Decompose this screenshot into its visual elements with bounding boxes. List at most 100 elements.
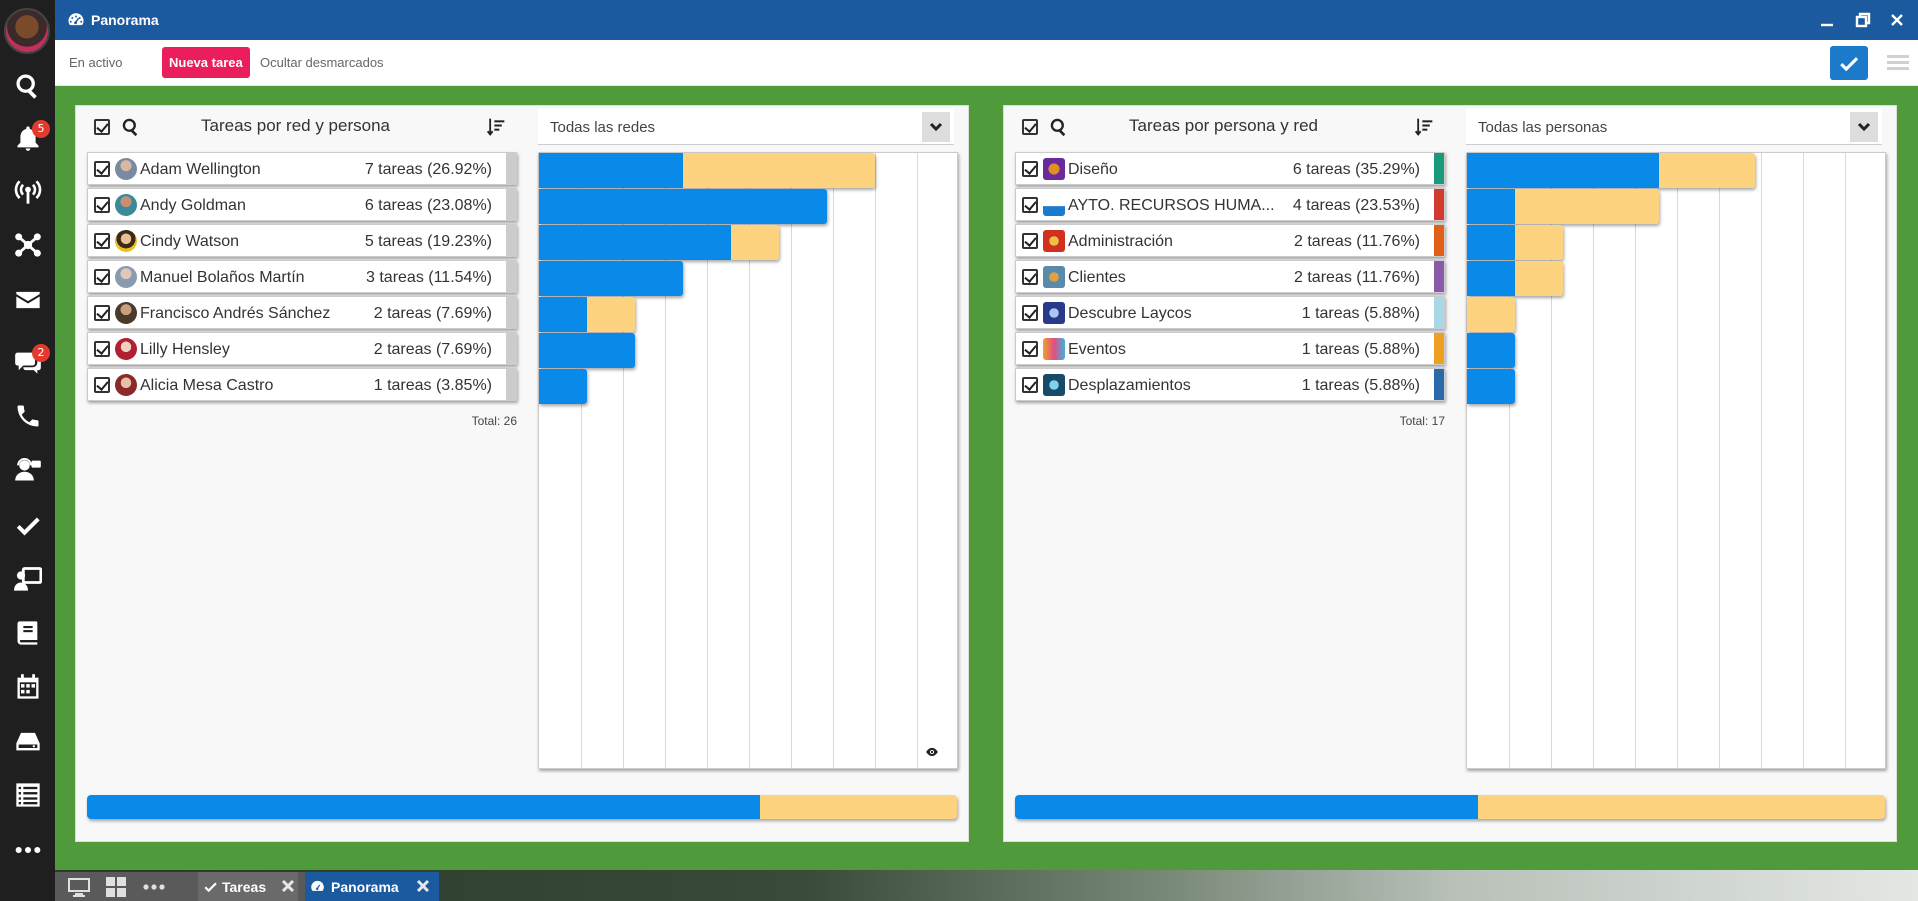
row-checkbox[interactable] [1022,161,1038,177]
row-count: 2 tareas (11.76%) [1294,269,1420,286]
user-avatar[interactable] [4,8,50,54]
row-checkbox[interactable] [94,161,110,177]
new-task-button[interactable]: Nueva tarea [162,47,250,78]
chevron-down-icon[interactable] [922,112,950,142]
more-icon[interactable] [142,876,166,898]
bell-icon[interactable]: 5 [0,118,55,158]
row-checkbox[interactable] [94,341,110,357]
chart-bar[interactable] [539,225,779,260]
chart-bar-segment-a [1467,333,1515,368]
row-checkbox[interactable] [1022,197,1038,213]
confirm-button[interactable] [1830,46,1868,80]
chart-bar[interactable] [1467,225,1563,260]
avatar [115,194,137,216]
chart-bar[interactable] [1467,153,1755,188]
row-color-strip [1434,369,1444,400]
calendar-icon[interactable] [0,667,55,707]
search-icon[interactable] [0,66,55,106]
row-checkbox[interactable] [94,269,110,285]
network-select[interactable]: Todas las redes [538,109,954,145]
restore-button[interactable] [1851,8,1875,32]
phone-icon[interactable] [0,396,55,436]
chart-bar[interactable] [539,261,683,296]
chart-bar-segment-a [539,189,827,224]
list-item[interactable]: Cindy Watson 5 tareas (19.23%) [87,224,517,257]
list-item[interactable]: Administración 2 tareas (11.76%) [1015,224,1445,257]
close-button[interactable] [1885,8,1909,32]
chart-bar[interactable] [539,333,635,368]
chart-bar[interactable] [1467,369,1515,404]
windows-grid-icon[interactable] [104,876,128,898]
chart-bar[interactable] [539,153,875,188]
search-icon[interactable] [121,117,141,137]
chart-bar-segment-a [1467,261,1515,296]
close-icon[interactable] [415,878,431,894]
row-checkbox[interactable] [94,233,110,249]
list-item[interactable]: Andy Goldman 6 tareas (23.08%) [87,188,517,221]
row-checkbox[interactable] [1022,233,1038,249]
person-select[interactable]: Todas las personas [1466,109,1882,145]
list-item[interactable]: Clientes 2 tareas (11.76%) [1015,260,1445,293]
list-item[interactable]: Desplazamientos 1 tareas (5.88%) [1015,368,1445,401]
close-icon[interactable] [280,878,296,894]
book-icon[interactable] [0,613,55,653]
list-item[interactable]: Adam Wellington 7 tareas (26.92%) [87,152,517,185]
list-item[interactable]: Alicia Mesa Castro 1 tareas (3.85%) [87,368,517,401]
mail-icon[interactable] [0,280,55,320]
network-icon[interactable] [0,225,55,265]
row-checkbox[interactable] [94,377,110,393]
search-icon[interactable] [1049,117,1069,137]
row-count: 1 tareas (5.88%) [1301,341,1420,358]
antenna-icon[interactable] [0,172,55,212]
row-count: 2 tareas (7.69%) [373,341,492,358]
presentation-icon[interactable] [0,559,55,599]
chart-bar-segment-b [1515,189,1659,224]
chat-badge: 2 [32,344,50,362]
person-select-value: Todas las personas [1478,119,1608,136]
desktop-icon[interactable] [67,876,91,898]
active-filter-link[interactable]: En activo [69,55,123,70]
row-checkbox[interactable] [1022,341,1038,357]
chart-bar[interactable] [1467,297,1515,332]
chart-bar[interactable] [539,297,635,332]
chart-bar[interactable] [1467,189,1659,224]
chart-bar[interactable] [1467,333,1515,368]
sort-icon[interactable] [486,117,506,137]
row-checkbox[interactable] [94,197,110,213]
drive-icon[interactable] [0,721,55,761]
minimize-button[interactable] [1815,8,1839,32]
hide-unchecked-link[interactable]: Ocultar desmarcados [260,55,384,70]
check-icon[interactable] [0,505,55,545]
chart-bar[interactable] [539,189,827,224]
taskbar-tab-panorama[interactable]: Panorama [305,872,439,901]
list-item[interactable]: Diseño 6 tareas (35.29%) [1015,152,1445,185]
row-color-strip [1434,261,1444,292]
more-icon[interactable] [0,830,55,870]
chevron-down-icon[interactable] [1850,112,1878,142]
row-checkbox[interactable] [1022,305,1038,321]
menu-button[interactable] [1887,52,1909,74]
chart-gridline [917,153,918,768]
chart-bar[interactable] [1467,261,1563,296]
list-item[interactable]: Descubre Laycos 1 tareas (5.88%) [1015,296,1445,329]
eye-icon[interactable] [925,746,939,758]
chat-icon[interactable]: 2 [0,342,55,382]
list-icon[interactable] [0,775,55,815]
chart-bar[interactable] [539,369,587,404]
taskbar-tab-tareas[interactable]: Tareas [198,872,298,901]
list-item[interactable]: Eventos 1 tareas (5.88%) [1015,332,1445,365]
row-count: 5 tareas (19.23%) [364,233,492,250]
list-item[interactable]: Lilly Hensley 2 tareas (7.69%) [87,332,517,365]
row-checkbox[interactable] [94,305,110,321]
support-icon[interactable] [0,450,55,490]
row-color-strip [506,333,516,364]
select-all-checkbox[interactable] [1022,119,1038,135]
row-checkbox[interactable] [1022,269,1038,285]
row-checkbox[interactable] [1022,377,1038,393]
chart-gridline [749,153,750,768]
list-item[interactable]: Manuel Bolaños Martín 3 tareas (11.54%) [87,260,517,293]
list-item[interactable]: Francisco Andrés Sánchez 2 tareas (7.69%… [87,296,517,329]
select-all-checkbox[interactable] [94,119,110,135]
list-item[interactable]: AYTO. RECURSOS HUMA... 4 tareas (23.53%) [1015,188,1445,221]
sort-icon[interactable] [1414,117,1434,137]
